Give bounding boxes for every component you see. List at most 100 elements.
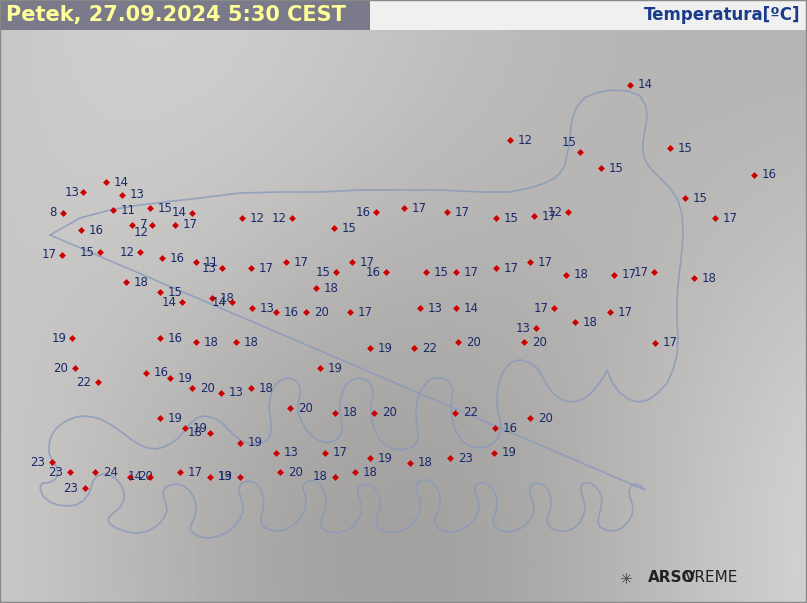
Text: 12: 12: [548, 206, 563, 218]
Text: 15: 15: [342, 221, 357, 235]
Text: 17: 17: [534, 302, 549, 315]
Text: 17: 17: [259, 262, 274, 274]
Text: 14: 14: [172, 206, 187, 219]
Text: 20: 20: [538, 411, 553, 425]
Text: 20: 20: [532, 335, 547, 349]
Text: 16: 16: [762, 168, 777, 182]
Text: 12: 12: [134, 227, 149, 239]
Text: 14: 14: [464, 302, 479, 315]
Text: 19: 19: [328, 362, 343, 374]
Text: 24: 24: [103, 466, 118, 479]
Text: 14: 14: [212, 295, 227, 309]
Text: 19: 19: [378, 341, 393, 355]
Text: 15: 15: [504, 212, 519, 224]
Text: 14: 14: [114, 175, 129, 189]
Text: 20: 20: [53, 362, 68, 374]
Text: 19: 19: [502, 446, 517, 459]
FancyBboxPatch shape: [0, 30, 807, 603]
Text: 16: 16: [366, 265, 381, 279]
Text: 18: 18: [188, 426, 203, 440]
Text: 19: 19: [193, 421, 208, 435]
Text: 19: 19: [248, 437, 263, 449]
Text: 16: 16: [503, 421, 518, 435]
Text: 17: 17: [464, 265, 479, 279]
Text: 18: 18: [220, 291, 235, 305]
Text: Temperatura[ºC]: Temperatura[ºC]: [643, 6, 800, 24]
Text: 17: 17: [538, 256, 553, 268]
Text: 23: 23: [30, 455, 45, 469]
Text: 17: 17: [42, 248, 57, 262]
Text: 17: 17: [622, 268, 637, 282]
Text: 20: 20: [200, 382, 215, 394]
Text: 20: 20: [138, 470, 153, 484]
Text: 23: 23: [48, 466, 63, 479]
Text: 17: 17: [723, 212, 738, 224]
Text: 13: 13: [260, 302, 275, 315]
Text: 15: 15: [158, 201, 173, 215]
Text: 16: 16: [170, 251, 185, 265]
Text: 17: 17: [634, 265, 649, 279]
Text: 8: 8: [49, 206, 56, 219]
Text: 17: 17: [455, 206, 470, 218]
Text: 13: 13: [65, 186, 80, 198]
Text: 20: 20: [466, 335, 481, 349]
Text: 18: 18: [363, 466, 378, 479]
Text: 18: 18: [134, 276, 148, 288]
Text: 22: 22: [463, 406, 478, 420]
Text: 13: 13: [284, 446, 299, 459]
Text: 18: 18: [244, 335, 259, 349]
Text: Petek, 27.09.2024 5:30 CEST: Petek, 27.09.2024 5:30 CEST: [6, 5, 346, 25]
Text: 20: 20: [314, 306, 329, 318]
Text: 17: 17: [294, 256, 309, 268]
Text: 17: 17: [188, 466, 203, 479]
Text: 13: 13: [428, 302, 443, 315]
Text: 17: 17: [360, 256, 375, 268]
Text: 19: 19: [378, 452, 393, 464]
Text: 15: 15: [316, 265, 331, 279]
Text: ✳: ✳: [620, 572, 633, 587]
Text: 22: 22: [76, 376, 91, 388]
Text: ARSO: ARSO: [648, 570, 696, 586]
Text: 13: 13: [229, 387, 244, 400]
Text: 18: 18: [418, 456, 433, 470]
Text: 18: 18: [583, 315, 598, 329]
Text: 19: 19: [178, 371, 193, 385]
Text: 19: 19: [218, 470, 233, 484]
Text: 16: 16: [154, 367, 169, 379]
Text: 18: 18: [702, 271, 717, 285]
Text: 14: 14: [128, 470, 143, 484]
Text: 16: 16: [356, 206, 371, 218]
Text: 20: 20: [288, 466, 303, 479]
FancyBboxPatch shape: [0, 0, 370, 30]
Text: VREME: VREME: [685, 570, 738, 586]
Text: 15: 15: [80, 245, 95, 259]
Text: 18: 18: [574, 268, 589, 282]
Text: 18: 18: [204, 335, 219, 349]
Text: 17: 17: [618, 306, 633, 318]
Text: 17: 17: [183, 218, 198, 232]
Text: 15: 15: [168, 285, 183, 298]
Text: 15: 15: [609, 162, 624, 174]
Text: 11: 11: [204, 256, 219, 268]
Text: 16: 16: [89, 224, 104, 236]
Text: 20: 20: [382, 406, 397, 420]
Text: 15: 15: [562, 136, 577, 148]
Text: 17: 17: [663, 336, 678, 350]
Text: 13: 13: [130, 189, 145, 201]
Text: 13: 13: [516, 321, 531, 335]
Text: 22: 22: [422, 341, 437, 355]
Text: 20: 20: [298, 402, 313, 414]
Text: 12: 12: [272, 212, 287, 224]
Text: 17: 17: [542, 209, 557, 223]
Text: 12: 12: [518, 133, 533, 147]
Text: 14: 14: [162, 295, 177, 309]
Text: 18: 18: [259, 382, 274, 394]
Text: 17: 17: [333, 446, 348, 459]
Text: 15: 15: [678, 142, 693, 154]
Text: 19: 19: [168, 411, 183, 425]
Text: 16: 16: [168, 332, 183, 344]
Text: 12: 12: [120, 245, 135, 259]
Text: 18: 18: [343, 406, 358, 420]
Text: 18: 18: [324, 282, 339, 294]
Text: 14: 14: [638, 78, 653, 92]
